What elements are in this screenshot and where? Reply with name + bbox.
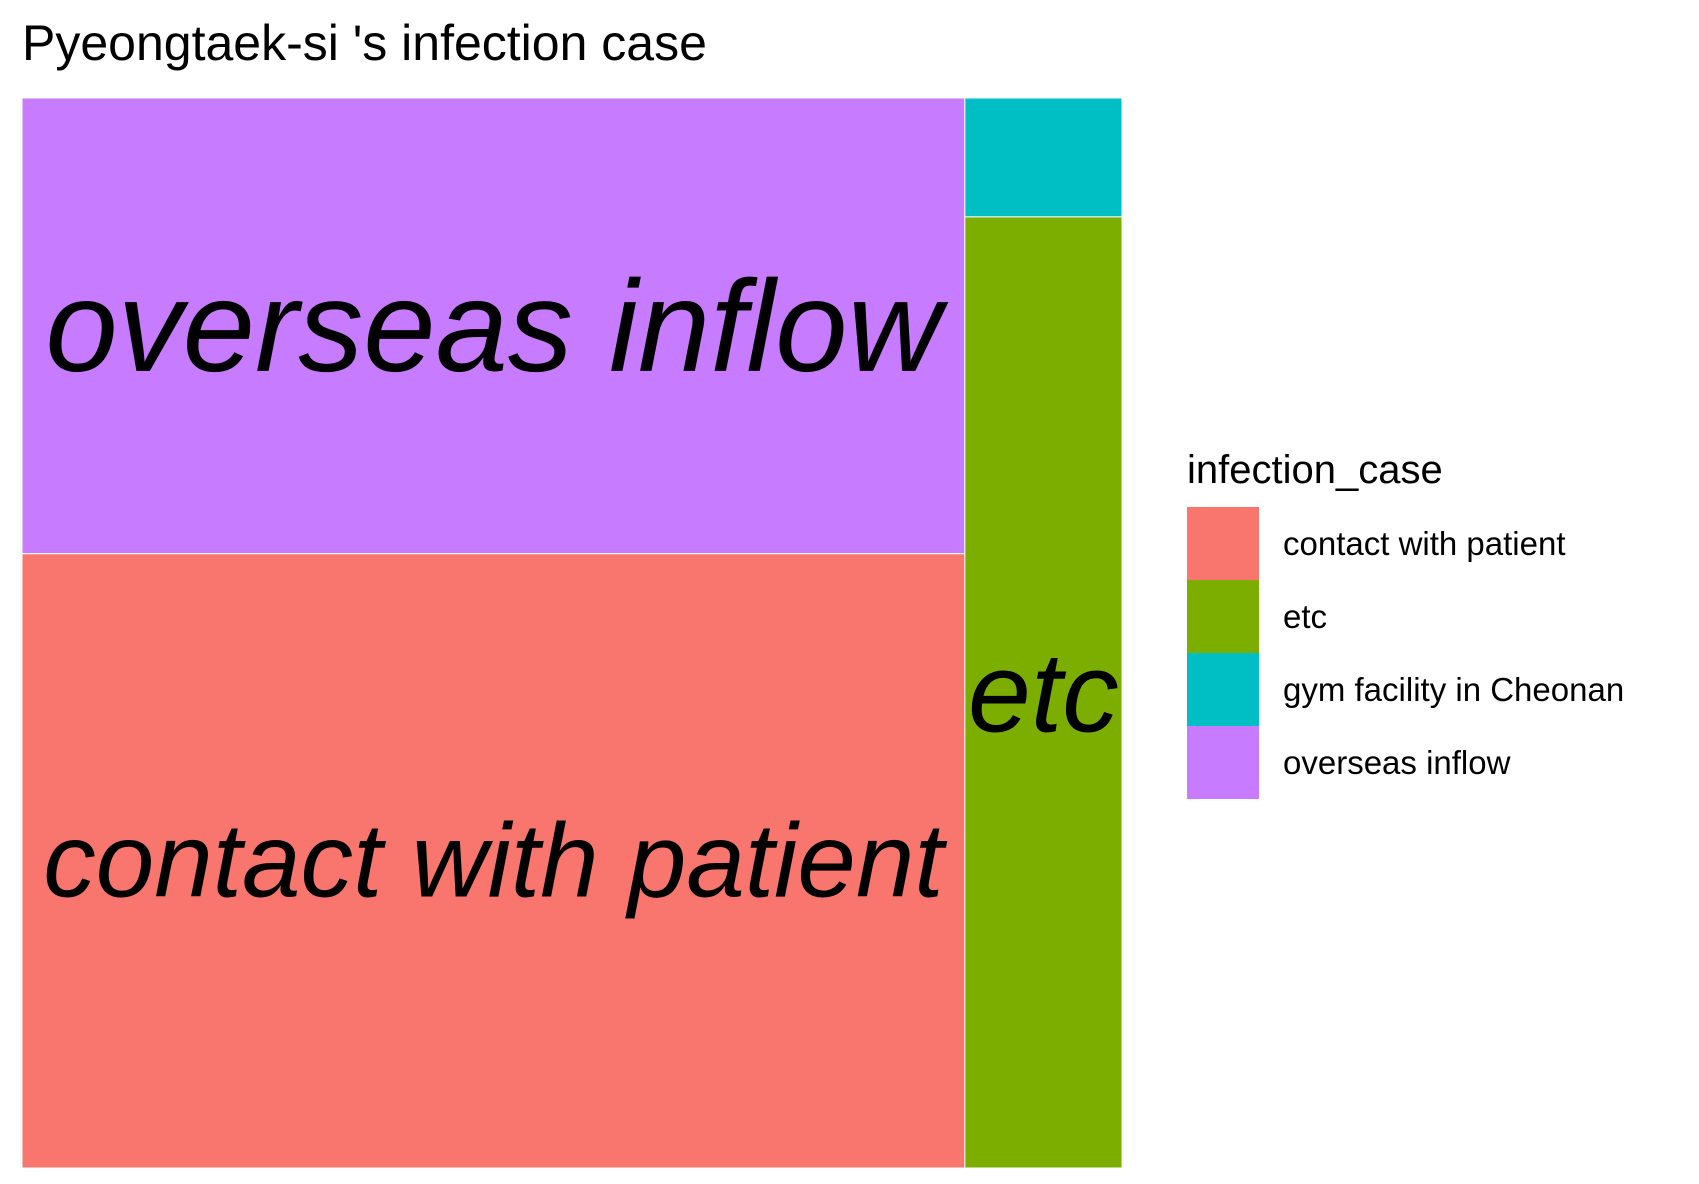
legend-key-contact-with-patient bbox=[1187, 507, 1259, 580]
legend-label: overseas inflow bbox=[1283, 743, 1511, 781]
legend-item: contact with patient bbox=[1187, 507, 1624, 580]
legend-item: etc bbox=[1187, 580, 1624, 653]
legend-label: contact with patient bbox=[1283, 524, 1566, 562]
legend-label: etc bbox=[1283, 597, 1328, 635]
legend-label: gym facility in Cheonan bbox=[1283, 670, 1625, 708]
tile-gym-facility-in-Cheonan bbox=[964, 97, 1123, 218]
tile-label: etc bbox=[968, 629, 1119, 755]
tile-label: contact with patient bbox=[43, 802, 947, 919]
chart-title: Pyeongtaek-si 's infection case bbox=[22, 15, 707, 71]
legend-key-overseas-inflow bbox=[1187, 726, 1259, 799]
tile-label: overseas inflow bbox=[45, 253, 948, 399]
tile-contact-with-patient bbox=[21, 553, 966, 1169]
legend-key-gym-facility-in-cheonan bbox=[1187, 653, 1259, 726]
legend-title: infection_case bbox=[1187, 448, 1443, 492]
legend-key-etc bbox=[1187, 580, 1259, 653]
tile-overseas-inflow bbox=[21, 97, 966, 555]
legend-item: gym facility in Cheonan bbox=[1187, 653, 1624, 726]
tile-etc bbox=[964, 216, 1123, 1169]
legend: infection_case contact with patient etc … bbox=[1187, 448, 1624, 799]
legend-item: overseas inflow bbox=[1187, 726, 1624, 799]
